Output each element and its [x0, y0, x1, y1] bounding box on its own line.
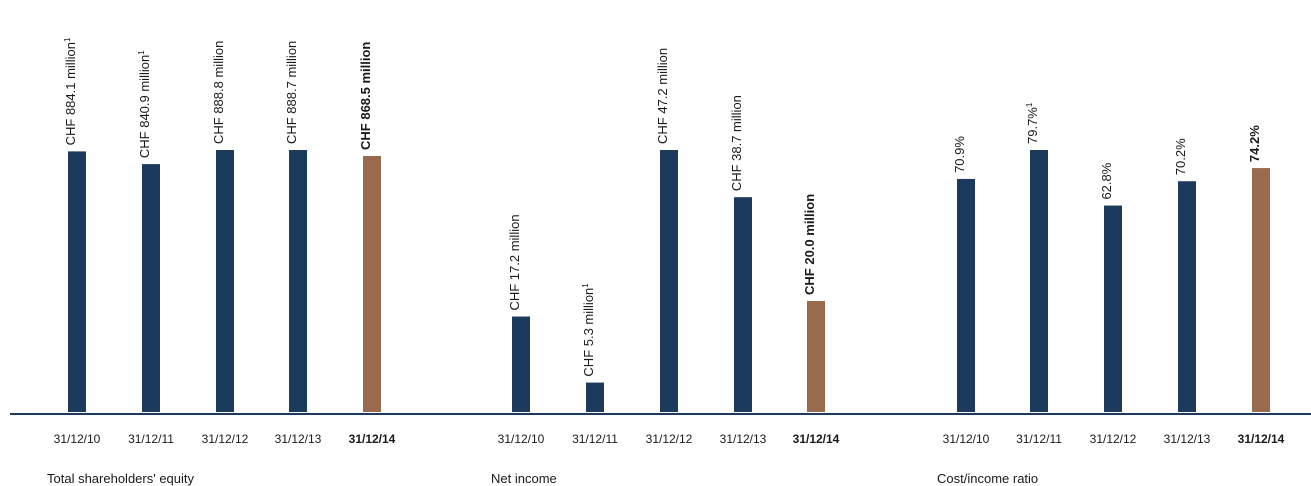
data-label-2-2: CHF 5.3 million1 [581, 283, 596, 377]
category-label-1-5: 31/12/14 [349, 432, 396, 446]
data-label-2-3: CHF 47.2 million [655, 48, 670, 144]
data-label-2-4: CHF 38.7 million [729, 95, 744, 191]
footnote-mark: 1 [1025, 102, 1034, 107]
bar-1-3 [216, 150, 234, 412]
bar-2-2 [586, 382, 604, 412]
bar-1-2 [142, 164, 160, 412]
category-label-2-2: 31/12/11 [572, 432, 618, 446]
category-label-2-1: 31/12/10 [498, 432, 545, 446]
chart-title-2: Net income [491, 471, 557, 486]
category-label-1-4: 31/12/13 [275, 432, 322, 446]
category-label-1-2: 31/12/11 [128, 432, 174, 446]
data-label-3-1: 70.9% [952, 136, 967, 173]
data-label-1-2: CHF 840.9 million1 [137, 50, 152, 158]
category-label-1-1: 31/12/10 [54, 432, 101, 446]
footnote-mark: 1 [137, 50, 146, 55]
bar-2-4 [734, 197, 752, 412]
footnote-mark: 1 [63, 37, 72, 42]
data-label-3-2: 79.7%1 [1025, 102, 1040, 144]
category-label-3-5: 31/12/14 [1238, 432, 1285, 446]
footnote-mark: 1 [581, 283, 590, 288]
bar-3-1 [957, 178, 975, 412]
bar-3-3 [1104, 205, 1122, 412]
category-label-1-3: 31/12/12 [202, 432, 249, 446]
data-label-1-3: CHF 888.8 million [211, 41, 226, 144]
data-label-2-1: CHF 17.2 million [507, 214, 522, 310]
category-label-2-4: 31/12/13 [720, 432, 767, 446]
bar-1-5 [363, 155, 381, 413]
category-label-3-2: 31/12/11 [1016, 432, 1062, 446]
bar-2-1 [512, 316, 530, 412]
bar-3-2 [1030, 150, 1048, 412]
bar-3-4 [1178, 181, 1196, 412]
bar-1-1 [68, 151, 86, 412]
category-label-3-3: 31/12/12 [1090, 432, 1137, 446]
data-label-2-5: CHF 20.0 million [802, 194, 817, 295]
data-label-1-5: CHF 868.5 million [358, 42, 373, 150]
bar-2-5 [807, 300, 825, 412]
data-label-3-3: 62.8% [1099, 162, 1114, 199]
data-label-1-4: CHF 888.7 million [284, 41, 299, 144]
category-label-2-3: 31/12/12 [646, 432, 693, 446]
chart-title-1: Total shareholders' equity [47, 471, 195, 486]
data-label-3-5: 74.2% [1247, 125, 1262, 162]
bar-2-3 [660, 150, 678, 412]
bar-3-5 [1252, 168, 1270, 412]
data-label-3-4: 70.2% [1173, 138, 1188, 175]
category-label-3-4: 31/12/13 [1164, 432, 1211, 446]
chart-title-3: Cost/income ratio [937, 471, 1038, 486]
category-label-2-5: 31/12/14 [793, 432, 840, 446]
bar-1-4 [289, 150, 307, 412]
category-label-3-1: 31/12/10 [943, 432, 990, 446]
data-label-1-1: CHF 884.1 million1 [63, 37, 78, 145]
